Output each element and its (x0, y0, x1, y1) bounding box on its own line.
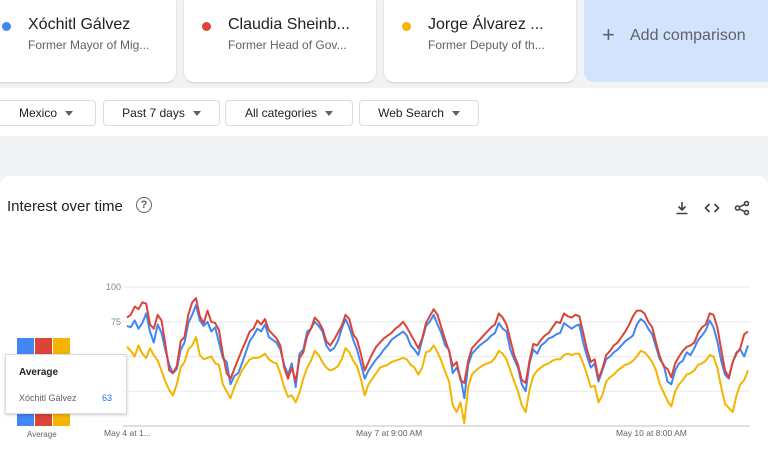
plus-icon: + (602, 22, 615, 47)
average-tooltip: Average Xóchitl Gálvez 63 (5, 354, 127, 414)
term-color-dot (2, 22, 11, 31)
x-tick-label: May 7 at 9:00 AM (356, 428, 422, 438)
search-type-dropdown[interactable]: Web Search (359, 100, 479, 126)
add-comparison-button[interactable]: + Add comparison (584, 0, 768, 82)
y-tick-label: 75 (111, 317, 121, 327)
tooltip-title: Average (19, 367, 59, 378)
category-label: All categories (244, 106, 318, 120)
average-caption: Average (27, 430, 57, 439)
region-dropdown[interactable]: Mexico (0, 100, 96, 126)
term-name: Claudia Sheinb... (228, 16, 350, 33)
term-card-claudia[interactable]: Claudia Sheinb... Former Head of Gov... (184, 0, 376, 82)
filter-bar: Mexico Past 7 days All categories Web Se… (0, 88, 768, 136)
term-color-dot (402, 22, 411, 31)
caret-down-icon (325, 110, 334, 116)
term-color-dot (202, 22, 211, 31)
download-icon[interactable] (674, 200, 690, 216)
term-card-jorge[interactable]: Jorge Álvarez ... Former Deputy of th... (384, 0, 576, 82)
comparison-bar: Xóchitl Gálvez Former Mayor of Mig... Cl… (0, 0, 768, 86)
tooltip-value: 63 (102, 393, 113, 403)
term-name: Jorge Álvarez ... (428, 16, 544, 33)
term-name: Xóchitl Gálvez (28, 16, 131, 33)
x-tick-label: May 4 at 1... (104, 428, 151, 438)
period-dropdown[interactable]: Past 7 days (103, 100, 220, 126)
category-dropdown[interactable]: All categories (225, 100, 353, 126)
caret-down-icon (451, 110, 460, 116)
x-tick-label: May 10 at 8:00 AM (616, 428, 687, 438)
caret-down-icon (192, 110, 201, 116)
region-label: Mexico (18, 106, 57, 120)
panel-title: Interest over time (7, 198, 123, 215)
interest-chart: 100 75 May 4 at 1... May 7 at 9:00 AM May 10… (104, 282, 750, 438)
embed-code-icon[interactable] (704, 200, 720, 216)
term-subtitle: Former Head of Gov... (228, 38, 347, 52)
y-tick-label: 100 (106, 282, 121, 292)
tooltip-term: Xóchitl Gálvez (19, 393, 77, 403)
interest-over-time-panel: Interest over time ? Average Average Xóc… (0, 176, 768, 453)
add-comparison-label: Add comparison (630, 27, 746, 44)
search-type-label: Web Search (378, 106, 444, 120)
series-line-1[interactable] (126, 297, 749, 384)
term-card-xochitl[interactable]: Xóchitl Gálvez Former Mayor of Mig... (0, 0, 176, 82)
help-circle-icon[interactable]: ? (136, 197, 152, 213)
term-subtitle: Former Mayor of Mig... (28, 38, 150, 52)
series-line-0[interactable] (126, 304, 749, 400)
period-label: Past 7 days (122, 106, 185, 120)
term-subtitle: Former Deputy of th... (428, 38, 545, 52)
caret-down-icon (65, 110, 73, 116)
series-line-2[interactable] (126, 336, 749, 425)
share-icon[interactable] (734, 200, 750, 216)
